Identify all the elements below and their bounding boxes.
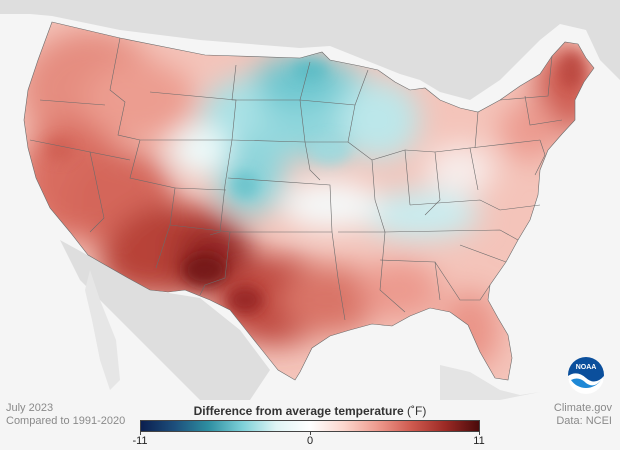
legend-title: Difference from average temperature (˚F)	[140, 404, 480, 418]
baseline-label: Compared to 1991-2020	[6, 415, 126, 427]
legend-tick-max	[479, 431, 480, 435]
surrounding-land	[0, 0, 620, 400]
legend-max-label: 11	[473, 435, 485, 447]
legend-title-text: Difference from average temperature	[193, 404, 404, 418]
legend-unit: (˚F)	[407, 404, 427, 418]
period-label: July 2023	[6, 402, 54, 414]
credit-site: Climate.gov	[553, 402, 612, 414]
state-boundaries	[23, 21, 595, 381]
credit-data: Data: NCEI	[556, 415, 612, 427]
temperature-anomaly-map	[0, 0, 620, 400]
map-area	[0, 0, 620, 400]
legend-tick-mid	[310, 431, 311, 435]
legend-tick-min	[140, 431, 141, 435]
legend-min-label: -11	[132, 435, 148, 447]
legend-mid-label: 0	[306, 435, 314, 447]
noaa-logo-text: NOAA	[576, 364, 597, 371]
noaa-logo-icon: NOAA	[567, 356, 605, 394]
anomaly-shading	[24, 22, 594, 380]
